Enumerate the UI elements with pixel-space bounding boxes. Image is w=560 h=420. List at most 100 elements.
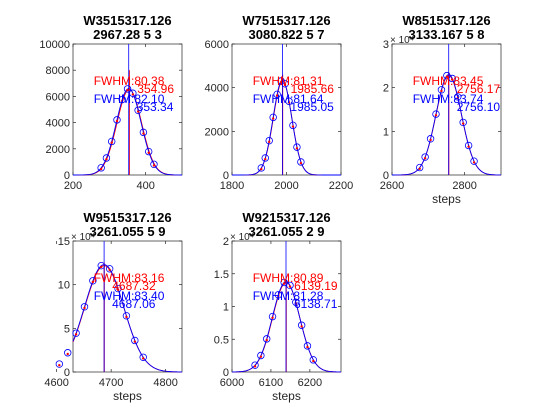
data-point-red bbox=[282, 282, 286, 285]
y-tick-label: 4000 bbox=[46, 118, 70, 130]
x-axis-label: steps bbox=[113, 389, 142, 403]
data-point-red bbox=[451, 78, 454, 81]
fwhm-blue-label: FWHM:83.40 bbox=[94, 289, 165, 303]
data-point bbox=[72, 329, 80, 337]
y-exponent-label: × 10⁴ bbox=[390, 35, 414, 46]
data-point bbox=[268, 312, 277, 321]
data-point-red bbox=[294, 302, 298, 305]
y-exponent-label: × 10⁴ bbox=[230, 232, 254, 243]
y-tick-label: 1.5 bbox=[214, 269, 229, 281]
data-point bbox=[415, 163, 424, 172]
data-point-red bbox=[253, 365, 257, 368]
data-point-red bbox=[260, 167, 263, 171]
data-point bbox=[297, 321, 306, 329]
subplot-subtitle: 3261.055 5 9 bbox=[90, 224, 166, 239]
peak-blue-label: 2756.10 bbox=[457, 100, 501, 114]
fwhm-blue-label: FWHM:81.28 bbox=[253, 289, 324, 303]
data-point bbox=[273, 90, 281, 99]
fwhm-red-label: FWHM:80.89 bbox=[253, 271, 324, 285]
peak-blue-label: 4687.06 bbox=[112, 297, 156, 311]
y-tick-label: 10 bbox=[58, 280, 70, 292]
data-point-red bbox=[264, 157, 267, 161]
data-point-red bbox=[299, 161, 303, 165]
y-tick-label: 0 bbox=[223, 367, 229, 379]
data-point bbox=[448, 74, 457, 83]
data-point-red bbox=[105, 158, 108, 161]
data-point-red bbox=[418, 167, 421, 170]
data-point bbox=[281, 80, 289, 88]
y-tick-label: 3 bbox=[383, 39, 389, 51]
data-point-red bbox=[472, 161, 476, 164]
data-point-red bbox=[152, 164, 156, 167]
data-point-red bbox=[306, 345, 309, 349]
data-point bbox=[454, 93, 462, 101]
x-axis-label: steps bbox=[272, 389, 301, 403]
data-point-red bbox=[99, 167, 103, 171]
data-point-red bbox=[142, 357, 145, 360]
data-point-red bbox=[461, 122, 465, 125]
x-tick-label: 2800 bbox=[452, 180, 476, 192]
data-point-red bbox=[265, 338, 268, 342]
fwhm-red-label: FWHM:83.16 bbox=[94, 271, 165, 285]
data-point bbox=[144, 147, 153, 156]
y-tick-label: 6000 bbox=[205, 39, 229, 51]
x-tick-label: 2600 bbox=[380, 180, 404, 192]
data-point bbox=[297, 158, 305, 166]
fwhm-red-label: FWHM:81.31 bbox=[253, 74, 324, 88]
peak-red-label: 354.96 bbox=[137, 82, 174, 96]
data-point bbox=[105, 265, 114, 273]
y-exponent-label: × 10⁴ bbox=[71, 232, 95, 243]
peak-red-label: 6139.19 bbox=[294, 279, 338, 293]
data-point bbox=[265, 136, 273, 145]
peak-red-label: 4687.32 bbox=[112, 279, 156, 293]
y-tick-label: 1 bbox=[383, 126, 389, 138]
data-point-red bbox=[100, 265, 103, 269]
axes-box bbox=[391, 43, 502, 176]
subplot-title: W3515317.126 bbox=[83, 13, 171, 28]
subplot-subtitle: 3080.822 5 7 bbox=[249, 27, 325, 42]
x-tick-label: 6000 bbox=[220, 377, 244, 389]
data-point-red bbox=[300, 325, 303, 328]
data-point-red bbox=[83, 306, 86, 310]
data-point-red bbox=[271, 117, 275, 120]
subplot-title: W9515317.126 bbox=[83, 210, 171, 225]
data-point bbox=[97, 164, 105, 172]
data-point bbox=[97, 261, 105, 270]
subplot-title: W7515317.126 bbox=[242, 13, 330, 28]
subplot-subtitle: 3261.055 2 9 bbox=[249, 224, 325, 239]
data-point-red bbox=[147, 151, 150, 154]
data-point bbox=[459, 118, 467, 127]
data-point bbox=[150, 160, 158, 168]
axes-box bbox=[231, 43, 342, 176]
data-point bbox=[432, 110, 440, 118]
axes-box bbox=[72, 240, 183, 373]
y-tick-label: 6000 bbox=[46, 91, 70, 103]
data-point bbox=[303, 342, 312, 350]
data-point bbox=[118, 95, 126, 104]
data-point bbox=[277, 77, 285, 85]
subplot-title: W9215317.126 bbox=[242, 210, 330, 225]
data-point-red bbox=[74, 333, 78, 336]
y-tick-label: 2 bbox=[383, 83, 389, 95]
x-tick-label: 400 bbox=[136, 180, 154, 192]
data-point-red bbox=[58, 364, 61, 367]
data-point-red bbox=[115, 119, 119, 123]
data-point bbox=[426, 135, 435, 143]
data-point-red bbox=[287, 101, 291, 104]
data-point bbox=[80, 303, 89, 311]
data-point-red bbox=[131, 93, 135, 96]
data-point bbox=[421, 153, 429, 161]
data-point bbox=[113, 116, 121, 124]
data-point bbox=[108, 137, 116, 146]
data-point-red bbox=[91, 280, 95, 284]
subplot-subtitle: 2967.28 5 3 bbox=[93, 27, 162, 42]
data-point-red bbox=[440, 89, 443, 93]
data-point bbox=[269, 113, 277, 122]
y-tick-label: 15 bbox=[58, 236, 70, 248]
fwhm-red-label: FWHM:80.38 bbox=[94, 74, 165, 88]
data-point bbox=[309, 356, 317, 364]
data-point-red bbox=[259, 355, 263, 358]
data-point-red bbox=[66, 352, 69, 356]
